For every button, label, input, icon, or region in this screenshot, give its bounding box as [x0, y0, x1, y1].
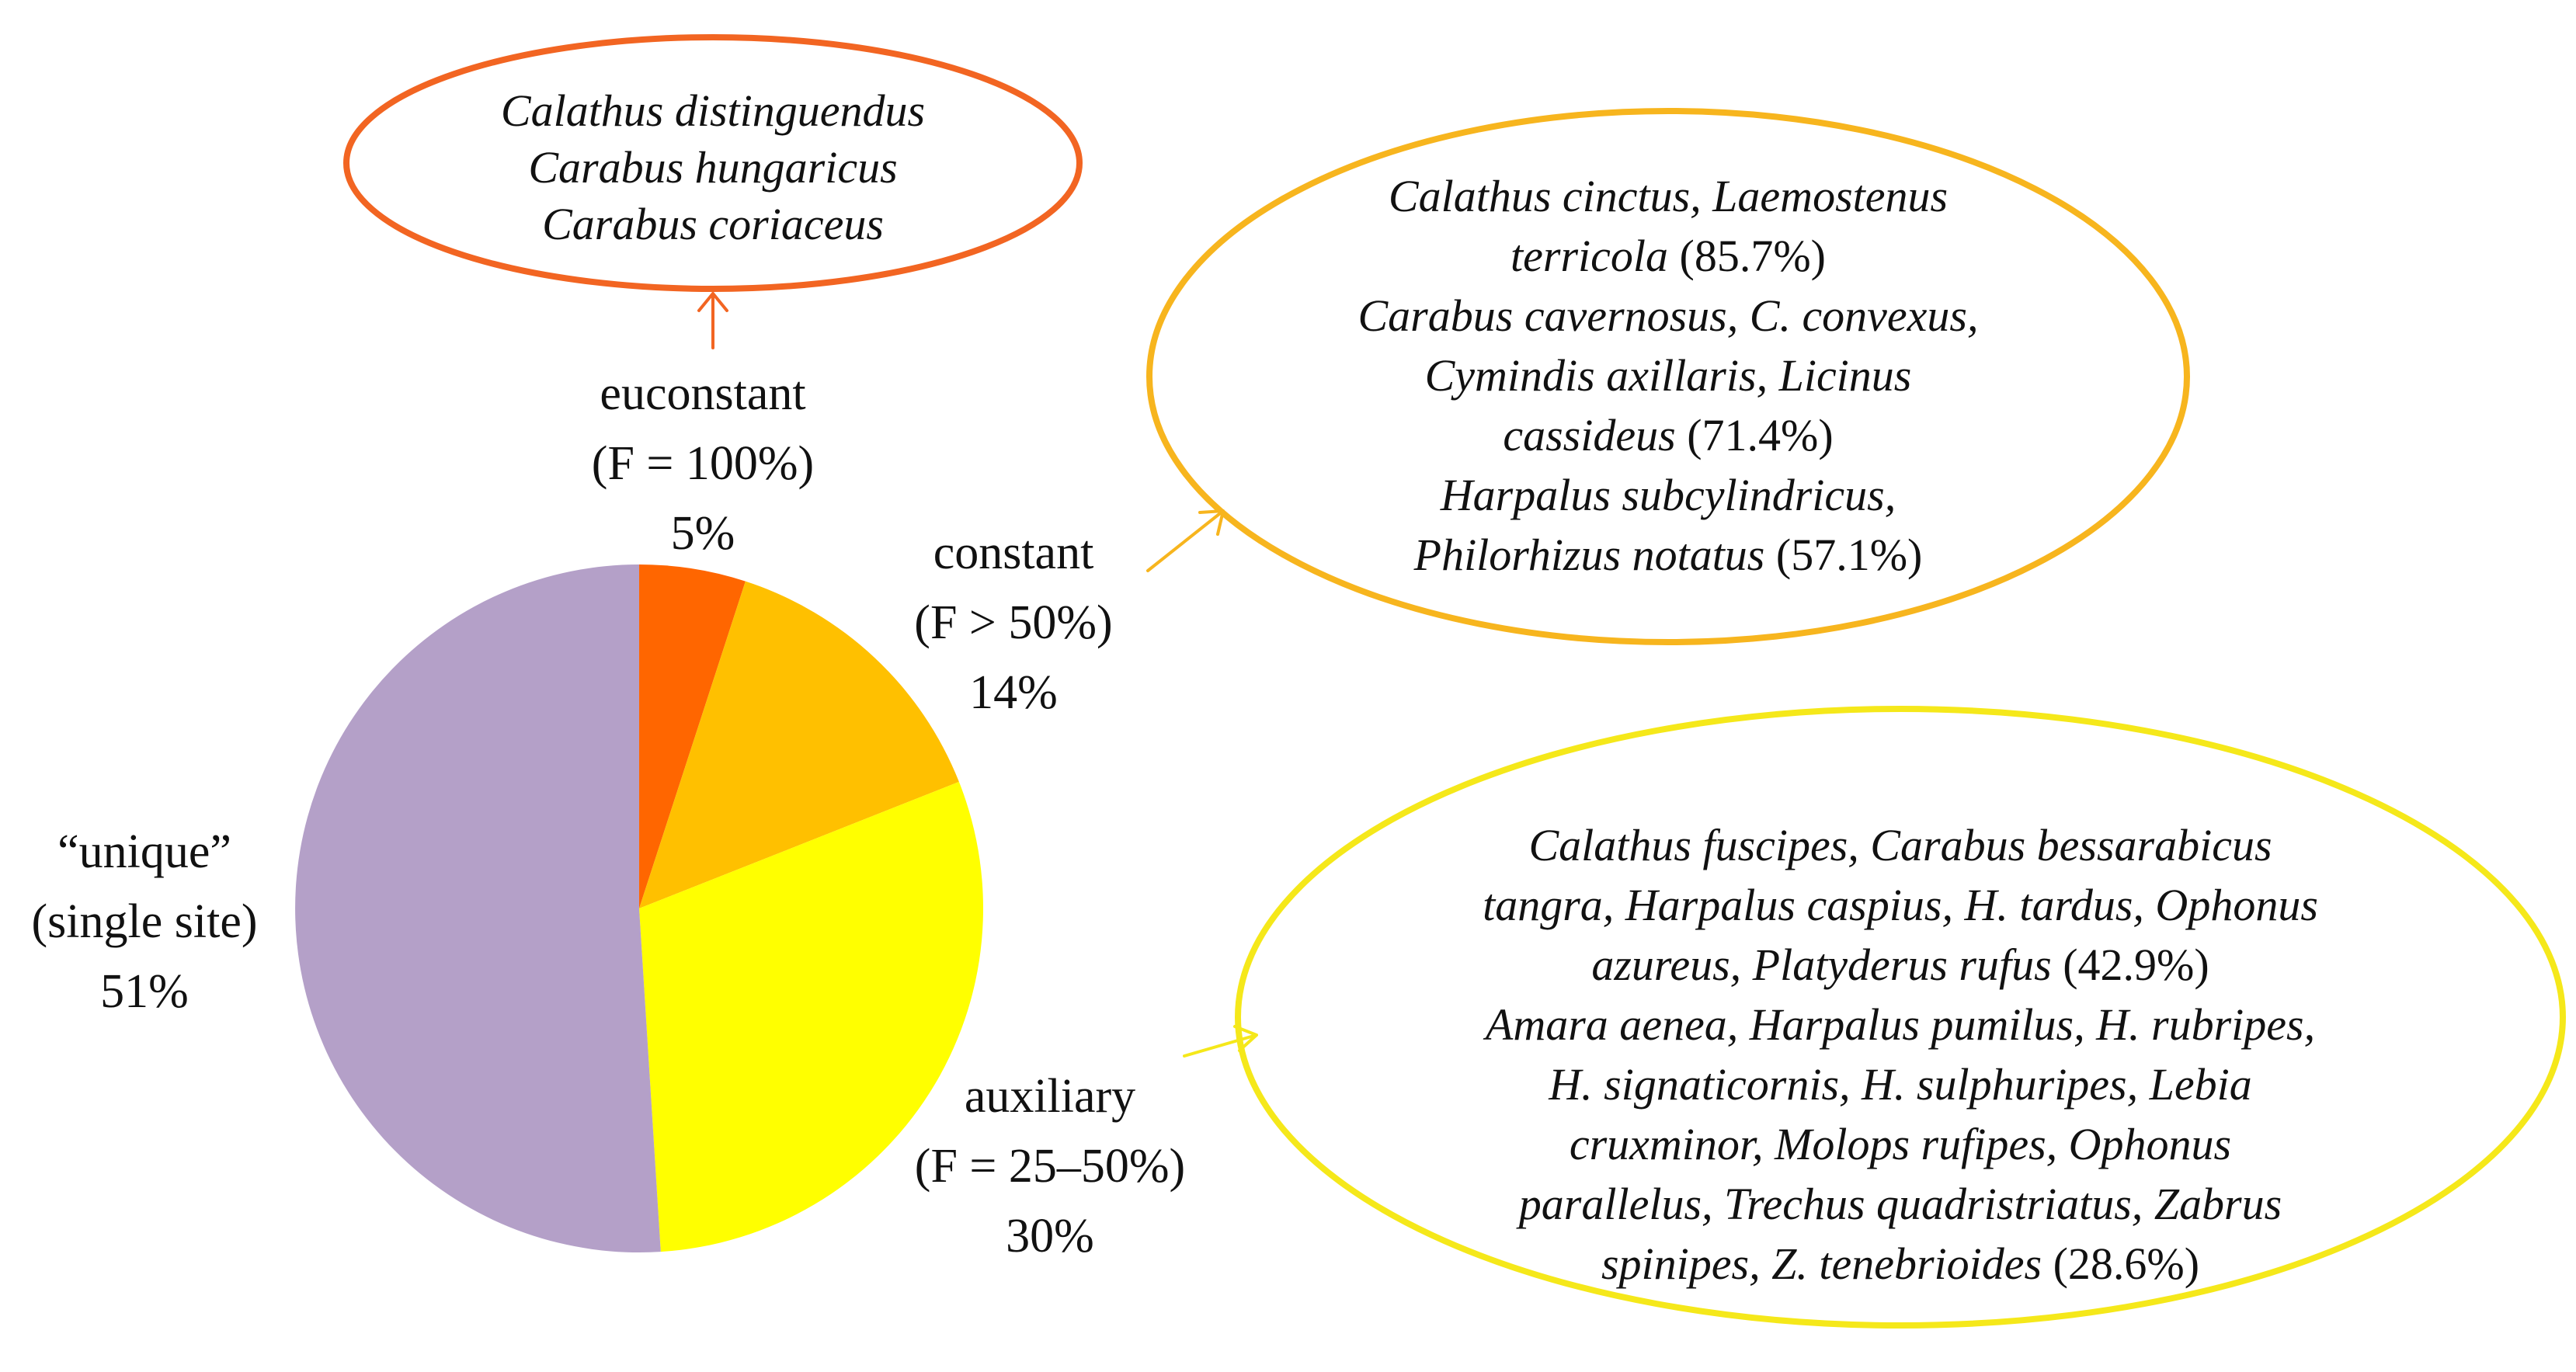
label-constant-value: 14% — [969, 666, 1058, 719]
annotation-constant-line: Calathus cinctus, Laemostenus — [1389, 171, 1948, 221]
annotation-constant-line: Philorhizus notatus (57.1%) — [1413, 530, 1923, 580]
label-unique-criterion: (single site) — [32, 895, 258, 948]
arrow-auxiliary — [1183, 1025, 1258, 1058]
annotation-auxiliary-line: Calathus fuscipes, Carabus bessarabicus — [1528, 820, 2272, 870]
label-unique-name: “unique” — [57, 825, 231, 878]
arrow-euconstant — [697, 292, 728, 349]
pie-slice-constant — [639, 581, 959, 908]
annotation-ellipse-constant — [1146, 108, 2190, 645]
pie-slice-euconstant — [639, 564, 746, 908]
pie-slice-unique — [295, 564, 661, 1253]
annotation-texts: Calathus distinguendus Carabus hungaricus… — [501, 85, 2318, 1289]
annotation-ellipse-auxiliary — [1235, 706, 2566, 1329]
annotation-constant-line: Cymindis axillaris, Licinus — [1425, 350, 1912, 401]
annotation-constant-line: Carabus cavernosus, C. convexus, — [1358, 290, 1978, 341]
label-auxiliary-value: 30% — [1006, 1210, 1094, 1263]
annotation-auxiliary-line: azureus, Platyderus rufus (42.9%) — [1591, 940, 2209, 990]
annotation-auxiliary-line: tangra, Harpalus caspius, H. tardus, Oph… — [1483, 880, 2318, 930]
label-unique-value: 51% — [100, 965, 189, 1018]
annotation-euconstant-line: Carabus hungaricus — [528, 142, 897, 193]
annotation-auxiliary-line: H. signaticornis, H. sulphuripes, Lebia — [1548, 1059, 2252, 1110]
annotation-constant-line: cassideus (71.4%) — [1503, 410, 1833, 460]
label-euconstant-name: euconstant — [600, 367, 805, 420]
label-euconstant-criterion: (F = 100%) — [592, 437, 814, 490]
pie-slice-auxiliary — [639, 781, 984, 1252]
annotation-auxiliary-line: Amara aenea, Harpalus pumilus, H. rubrip… — [1483, 999, 2315, 1050]
pie-slices — [295, 564, 984, 1253]
annotation-euconstant-line: Calathus distinguendus — [501, 85, 925, 136]
annotation-auxiliary-line: parallelus, Trechus quadristriatus, Zabr… — [1516, 1179, 2282, 1229]
annotation-auxiliary-line: cruxminor, Molops rufipes, Ophonus — [1570, 1119, 2231, 1169]
label-constant-name: constant — [933, 526, 1094, 579]
annotation-constant-line: Harpalus subcylindricus, — [1440, 470, 1896, 520]
label-auxiliary-name: auxiliary — [965, 1070, 1135, 1123]
label-auxiliary-criterion: (F = 25–50%) — [915, 1140, 1185, 1193]
annotation-auxiliary-line: spinipes, Z. tenebrioides (28.6%) — [1601, 1238, 2199, 1289]
annotation-ellipse-euconstant — [343, 34, 1083, 292]
annotation-euconstant-line: Carabus coriaceus — [542, 199, 884, 249]
label-constant-criterion: (F > 50%) — [914, 596, 1112, 649]
arrow-constant — [1146, 509, 1225, 572]
label-euconstant-value: 5% — [671, 507, 735, 560]
annotation-constant-line: terricola (85.7%) — [1510, 231, 1826, 281]
